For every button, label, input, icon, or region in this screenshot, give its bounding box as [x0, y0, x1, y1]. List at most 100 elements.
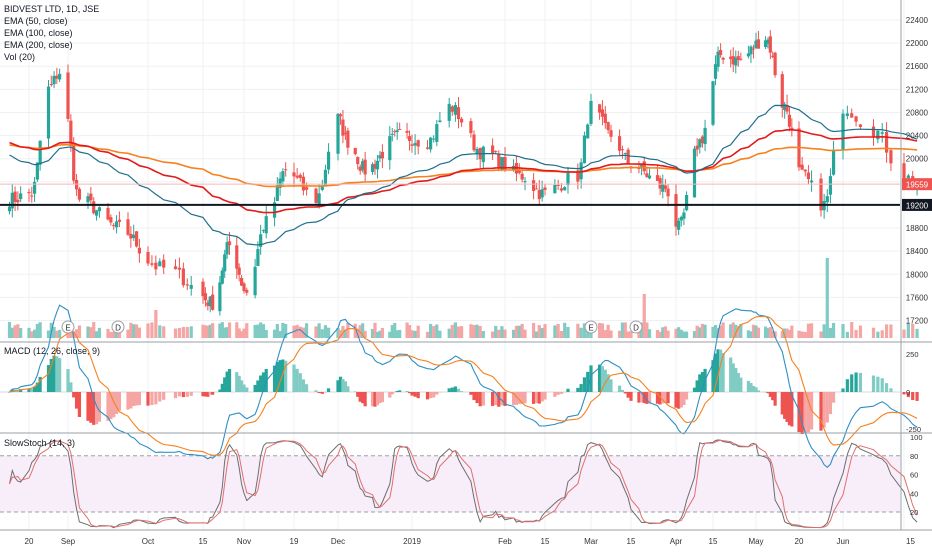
candle-body[interactable] — [438, 120, 442, 122]
candle-body[interactable] — [718, 50, 723, 55]
candle-body[interactable] — [281, 171, 285, 182]
candle-body[interactable] — [771, 55, 775, 57]
candle-body[interactable] — [373, 163, 377, 169]
candle-body[interactable] — [751, 48, 756, 50]
candle-body[interactable] — [746, 53, 751, 57]
candle-body[interactable] — [543, 187, 547, 190]
candle-body[interactable] — [16, 199, 20, 203]
candle-body[interactable] — [783, 104, 787, 111]
candle-body[interactable] — [356, 156, 360, 165]
candle-body[interactable] — [880, 132, 884, 134]
candle-body[interactable] — [358, 166, 362, 171]
candle-body[interactable] — [566, 172, 570, 186]
candle-body[interactable] — [500, 157, 504, 170]
candle-body[interactable] — [698, 139, 702, 148]
event-marker[interactable]: E — [584, 320, 598, 334]
candle-body[interactable] — [763, 40, 768, 48]
candle-body[interactable] — [850, 113, 854, 118]
candle-body[interactable] — [393, 131, 397, 133]
candle-body[interactable] — [655, 175, 660, 181]
candle-body[interactable] — [181, 268, 185, 286]
candle-body[interactable] — [666, 188, 670, 197]
candle-body[interactable] — [343, 132, 347, 134]
candle-body[interactable] — [734, 57, 738, 66]
candle-body[interactable] — [787, 114, 792, 127]
candle-body[interactable] — [97, 207, 102, 212]
candle-body[interactable] — [38, 140, 42, 165]
candle-body[interactable] — [700, 136, 705, 144]
candle-body[interactable] — [380, 151, 384, 159]
candle-body[interactable] — [284, 169, 288, 171]
candle-body[interactable] — [158, 261, 162, 267]
candle-body[interactable] — [253, 266, 257, 296]
candle-body[interactable] — [237, 267, 241, 275]
candle-body[interactable] — [132, 234, 136, 238]
candle-body[interactable] — [642, 161, 646, 172]
candle-body[interactable] — [137, 247, 142, 254]
candle-body[interactable] — [242, 283, 246, 292]
candle-body[interactable] — [211, 294, 215, 310]
candle-body[interactable] — [259, 234, 263, 247]
candle-body[interactable] — [456, 107, 461, 120]
candle-body[interactable] — [475, 149, 479, 154]
candle-body[interactable] — [537, 190, 541, 200]
candle-body[interactable] — [94, 210, 99, 216]
candle-body[interactable] — [314, 188, 318, 203]
time-axis[interactable]: 20 Sep Oct 15 Nov 19 Dec 2019 Feb 15 Mar 15 Apr 15 May… — [25, 537, 916, 546]
candle-body[interactable] — [889, 150, 893, 164]
candle-body[interactable] — [114, 221, 119, 228]
candle-body[interactable] — [32, 181, 37, 194]
candle-body[interactable] — [10, 192, 14, 209]
candle-body[interactable] — [534, 188, 539, 190]
candle-body[interactable] — [460, 118, 464, 123]
candle-body[interactable] — [395, 130, 399, 133]
event-marker[interactable]: D — [629, 320, 643, 334]
legend-stoch[interactable]: SlowStoch (14, 3) — [4, 438, 75, 448]
candle-body[interactable] — [239, 277, 244, 286]
candle-body[interactable] — [370, 164, 375, 172]
candle-body[interactable] — [218, 282, 222, 312]
candle-body[interactable] — [203, 293, 208, 301]
legend-ema50[interactable]: EMA (50, close) — [4, 16, 68, 26]
candle-body[interactable] — [292, 172, 296, 177]
candle-body[interactable] — [112, 225, 116, 227]
candle-body[interactable] — [353, 147, 357, 155]
candle-body[interactable] — [785, 104, 789, 112]
candle-body[interactable] — [272, 202, 277, 218]
candle-body[interactable] — [336, 113, 340, 154]
candle-body[interactable] — [413, 143, 417, 146]
candle-body[interactable] — [447, 103, 451, 121]
candle-body[interactable] — [682, 212, 686, 219]
candle-body[interactable] — [841, 113, 845, 150]
candle-body[interactable] — [201, 281, 205, 297]
candle-body[interactable] — [92, 201, 96, 214]
candle-body[interactable] — [766, 39, 770, 44]
candle-body[interactable] — [49, 84, 53, 86]
candle-body[interactable] — [77, 188, 82, 200]
candle-body[interactable] — [261, 230, 266, 232]
candle-body[interactable] — [597, 104, 602, 113]
candle-body[interactable] — [876, 130, 880, 140]
candle-body[interactable] — [739, 58, 743, 60]
candle-body[interactable] — [713, 64, 718, 79]
candle-body[interactable] — [407, 136, 412, 141]
candle-body[interactable] — [388, 136, 392, 161]
candle-body[interactable] — [617, 136, 622, 151]
candle-body[interactable] — [754, 40, 758, 48]
candle-body[interactable] — [27, 191, 31, 194]
candle-body[interactable] — [825, 196, 829, 203]
candle-body[interactable] — [30, 195, 34, 197]
candle-body[interactable] — [481, 146, 485, 163]
candle-body[interactable] — [674, 194, 678, 227]
candle-body[interactable] — [623, 153, 627, 155]
candle-body[interactable] — [126, 219, 130, 235]
candle-body[interactable] — [390, 133, 394, 135]
candle-body[interactable] — [425, 147, 430, 149]
candle-body[interactable] — [606, 122, 610, 130]
candle-body[interactable] — [304, 187, 309, 190]
legend-volume[interactable]: Vol (20) — [4, 52, 35, 62]
candle-body[interactable] — [177, 267, 182, 270]
candle-body[interactable] — [639, 163, 644, 167]
candle-body[interactable] — [341, 119, 345, 136]
candle-body[interactable] — [55, 75, 59, 79]
